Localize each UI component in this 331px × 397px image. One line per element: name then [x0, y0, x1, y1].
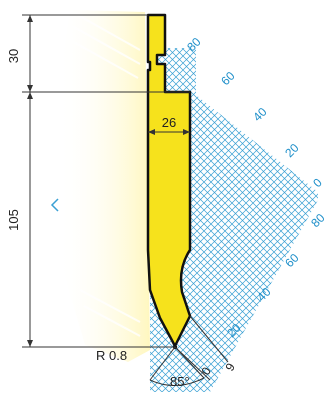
- dim-width: 26: [162, 115, 176, 130]
- grid-line: [315, 48, 318, 392]
- dim-tip-offset: 9: [222, 360, 238, 373]
- scale-label-upper-60: 60: [218, 69, 238, 89]
- grid-line: [237, 48, 318, 392]
- grid-line: [150, 48, 318, 392]
- grid-line: [150, 48, 318, 392]
- grid-line: [273, 48, 318, 392]
- grid-line: [245, 48, 318, 392]
- grid-line: [150, 48, 254, 392]
- dim-upper-height: 30: [6, 49, 21, 63]
- dim-tip-angle: 85°: [170, 374, 190, 389]
- grid-line: [280, 48, 318, 392]
- grid-line: [265, 48, 318, 392]
- punch-tool-body: [146, 13, 192, 348]
- scale-label-lower-40: 40: [254, 285, 274, 305]
- grid-line: [150, 48, 318, 392]
- grid-line: [175, 48, 318, 392]
- grid-line: [150, 48, 318, 392]
- grid-line: [301, 48, 318, 392]
- grid-line: [150, 48, 318, 392]
- grid-line: [150, 48, 318, 392]
- grid-line: [174, 48, 318, 392]
- grid-line: [150, 48, 318, 392]
- grid-line: [150, 48, 234, 392]
- grid-line: [150, 48, 261, 392]
- scale-label-lower-80: 80: [308, 211, 328, 231]
- grid-line: [167, 48, 318, 392]
- grid-line: [160, 48, 318, 392]
- grid-line: [287, 48, 318, 392]
- tool-glow: [58, 10, 150, 362]
- grid-line: [293, 48, 318, 392]
- grid-line: [196, 48, 318, 392]
- grid-line: [150, 48, 290, 392]
- scale-label-upper-0: 0: [310, 175, 325, 190]
- scale-label-upper-40: 40: [250, 105, 270, 125]
- grid-line: [150, 48, 269, 392]
- grid-line: [150, 48, 318, 392]
- grid-line: [203, 48, 318, 392]
- grid-line: [150, 48, 318, 392]
- scale-label-upper-80: 80: [184, 35, 204, 55]
- grid-line: [0, 0, 1, 392]
- grid-line: [150, 48, 318, 392]
- grid-line: [150, 48, 318, 392]
- grid-line: [150, 48, 318, 392]
- grid-line: [150, 48, 255, 392]
- grid-line: [150, 48, 240, 392]
- grid-line: [266, 48, 318, 392]
- grid-line: [150, 48, 262, 392]
- grid-line: [259, 48, 318, 392]
- grid-line: [150, 48, 318, 392]
- chevron-left-icon: [50, 198, 59, 212]
- grid-line: [153, 48, 318, 392]
- grid-line: [150, 48, 318, 392]
- grid-line: [150, 48, 276, 392]
- grid-line: [150, 48, 304, 392]
- grid-line: [150, 48, 318, 392]
- grid-line: [251, 48, 318, 392]
- grid-line: [150, 48, 227, 392]
- grid-line: [150, 48, 318, 392]
- dimension-arrows: [27, 15, 190, 347]
- grid-line: [150, 48, 318, 392]
- grid-line: [150, 48, 318, 392]
- grid-line: [150, 48, 318, 392]
- dim-lower-height: 105: [6, 209, 21, 231]
- grid-line: [150, 48, 318, 392]
- grid-line: [150, 48, 318, 392]
- grid-line: [323, 0, 331, 392]
- highlight-streaks: [69, 13, 141, 337]
- grid-line: [294, 48, 318, 392]
- dimension-lines: [22, 14, 229, 386]
- grid-line: [150, 48, 318, 392]
- scale-label-upper-20: 20: [282, 141, 302, 161]
- grid-line: [150, 48, 318, 392]
- grid-line: [168, 48, 318, 392]
- grid-line: [150, 48, 318, 392]
- grid-line: [150, 48, 220, 392]
- grid-line: [150, 48, 247, 392]
- grid-line: [150, 48, 318, 392]
- grid-line: [150, 48, 283, 392]
- grid-line: [150, 48, 318, 392]
- grid-line: [150, 48, 318, 392]
- grid-line: [308, 48, 318, 392]
- grid-line: [252, 48, 318, 392]
- dim-tip-radius: R 0.8: [96, 348, 127, 363]
- grid-line: [150, 48, 318, 392]
- grid-line: [150, 48, 318, 392]
- scale-label-lower-60: 60: [282, 251, 302, 271]
- grid-line: [150, 48, 297, 392]
- grid-line: [150, 48, 318, 392]
- grid-line: [195, 48, 318, 392]
